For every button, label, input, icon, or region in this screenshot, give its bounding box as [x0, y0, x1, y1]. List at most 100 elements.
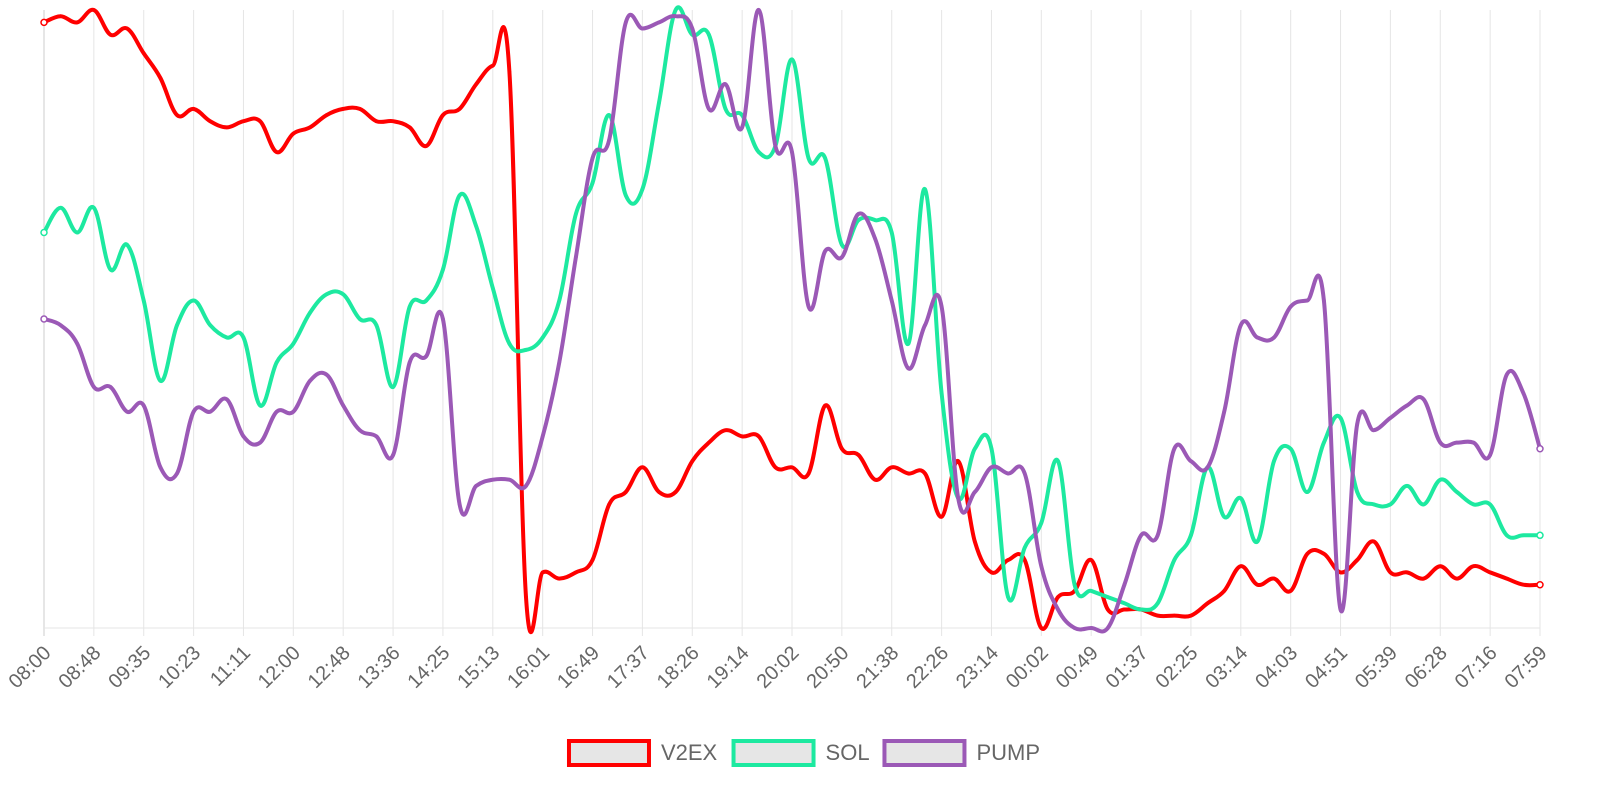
data-point-pump[interactable]: [690, 26, 695, 31]
data-point-pump[interactable]: [241, 434, 246, 439]
data-point-v2ex[interactable]: [1305, 552, 1310, 556]
data-point-sol[interactable]: [657, 100, 661, 105]
data-point-sol[interactable]: [756, 150, 761, 154]
data-point-v2ex[interactable]: [274, 150, 279, 154]
data-point-sol[interactable]: [491, 286, 495, 290]
data-point-v2ex[interactable]: [939, 514, 944, 519]
data-point-sol[interactable]: [1405, 484, 1409, 488]
data-point-sol[interactable]: [1355, 490, 1359, 494]
data-point-v2ex[interactable]: [241, 119, 246, 124]
data-point-sol[interactable]: [540, 335, 545, 340]
data-point-pump[interactable]: [1536, 445, 1544, 453]
data-point-pump[interactable]: [1471, 440, 1476, 445]
data-point-pump[interactable]: [474, 484, 478, 488]
data-point-pump[interactable]: [1022, 471, 1027, 476]
data-point-sol[interactable]: [1504, 533, 1509, 538]
data-point-v2ex[interactable]: [191, 107, 196, 111]
data-point-pump[interactable]: [258, 440, 262, 445]
data-point-v2ex[interactable]: [1405, 570, 1409, 575]
data-point-v2ex[interactable]: [1371, 539, 1376, 544]
data-point-pump[interactable]: [1106, 626, 1110, 630]
data-point-pump[interactable]: [889, 298, 894, 303]
data-point-sol[interactable]: [125, 243, 129, 247]
data-point-v2ex[interactable]: [923, 471, 927, 476]
data-point-pump[interactable]: [773, 144, 778, 148]
data-point-pump[interactable]: [1504, 372, 1509, 377]
data-point-sol[interactable]: [607, 113, 611, 117]
data-point-pump[interactable]: [607, 137, 611, 142]
data-point-v2ex[interactable]: [424, 144, 429, 148]
data-point-v2ex[interactable]: [673, 490, 678, 494]
data-point-pump[interactable]: [457, 502, 462, 507]
data-point-v2ex[interactable]: [707, 440, 711, 445]
data-point-v2ex[interactable]: [158, 76, 163, 80]
data-point-v2ex[interactable]: [1089, 558, 1093, 562]
data-point-pump[interactable]: [40, 315, 48, 323]
data-point-sol[interactable]: [225, 335, 229, 340]
data-point-pump[interactable]: [191, 409, 196, 414]
data-point-sol[interactable]: [1022, 545, 1027, 550]
data-point-pump[interactable]: [308, 379, 312, 383]
data-point-pump[interactable]: [225, 397, 229, 402]
data-point-v2ex[interactable]: [324, 113, 329, 117]
data-point-v2ex[interactable]: [790, 465, 794, 470]
data-point-pump[interactable]: [756, 8, 761, 12]
data-point-pump[interactable]: [1006, 471, 1010, 476]
data-point-pump[interactable]: [1222, 409, 1226, 414]
data-point-pump[interactable]: [1371, 428, 1376, 433]
data-point-pump[interactable]: [873, 236, 877, 241]
data-point-v2ex[interactable]: [1471, 564, 1476, 568]
data-point-pump[interactable]: [1421, 397, 1426, 402]
data-point-sol[interactable]: [623, 193, 628, 198]
data-point-pump[interactable]: [856, 212, 861, 216]
data-point-pump[interactable]: [341, 403, 346, 408]
data-point-sol[interactable]: [391, 385, 395, 389]
data-point-sol[interactable]: [1056, 459, 1060, 463]
data-point-sol[interactable]: [973, 446, 977, 451]
data-point-sol[interactable]: [58, 205, 63, 210]
data-point-v2ex[interactable]: [1355, 558, 1359, 562]
data-point-pump[interactable]: [1172, 446, 1177, 451]
data-point-v2ex[interactable]: [1388, 570, 1393, 575]
data-point-pump[interactable]: [1056, 607, 1060, 612]
data-point-sol[interactable]: [524, 348, 528, 352]
data-point-v2ex[interactable]: [1288, 589, 1293, 593]
data-point-pump[interactable]: [723, 82, 728, 86]
data-point-pump[interactable]: [291, 409, 296, 414]
data-point-pump[interactable]: [1388, 416, 1393, 420]
data-point-sol[interactable]: [474, 224, 478, 229]
data-point-v2ex[interactable]: [1189, 613, 1193, 618]
data-point-pump[interactable]: [557, 360, 562, 365]
data-point-sol[interactable]: [1222, 514, 1226, 519]
data-point-sol[interactable]: [1536, 531, 1544, 540]
data-point-sol[interactable]: [1338, 416, 1343, 420]
data-point-pump[interactable]: [58, 323, 63, 327]
data-point-sol[interactable]: [1288, 446, 1293, 451]
data-point-pump[interactable]: [208, 409, 213, 414]
data-point-sol[interactable]: [640, 187, 645, 192]
data-point-v2ex[interactable]: [1205, 601, 1210, 606]
data-point-sol[interactable]: [1272, 459, 1276, 463]
data-point-pump[interactable]: [906, 366, 911, 371]
legend-item-sol[interactable]: SOL: [731, 739, 870, 767]
data-point-sol[interactable]: [723, 107, 728, 111]
data-point-sol[interactable]: [840, 243, 844, 247]
data-point-v2ex[interactable]: [258, 119, 262, 124]
data-point-sol[interactable]: [1305, 490, 1310, 494]
data-point-pump[interactable]: [540, 434, 545, 439]
data-point-v2ex[interactable]: [956, 459, 961, 463]
data-point-sol[interactable]: [1438, 477, 1443, 482]
data-point-pump[interactable]: [108, 385, 113, 389]
data-point-v2ex[interactable]: [1172, 613, 1177, 618]
data-point-v2ex[interactable]: [557, 576, 562, 581]
data-point-sol[interactable]: [889, 230, 894, 235]
data-point-sol[interactable]: [341, 292, 346, 297]
data-point-pump[interactable]: [574, 255, 578, 259]
data-point-v2ex[interactable]: [175, 113, 179, 117]
data-point-pump[interactable]: [324, 372, 329, 377]
data-point-pump[interactable]: [158, 465, 163, 470]
data-point-sol[interactable]: [258, 403, 262, 408]
data-point-pump[interactable]: [1139, 533, 1143, 538]
data-point-sol[interactable]: [407, 304, 412, 309]
data-point-v2ex[interactable]: [358, 107, 362, 111]
